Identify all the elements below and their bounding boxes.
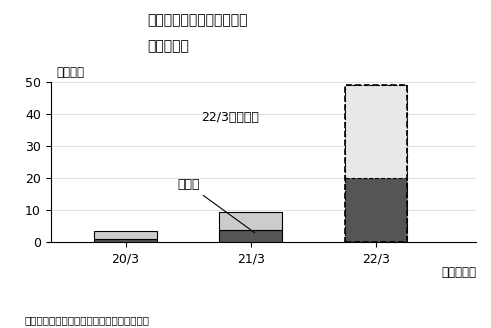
Bar [94, 231, 157, 239]
Text: 粗利益推移: 粗利益推移 [147, 39, 189, 53]
Text: （年／月）: （年／月） [441, 266, 476, 279]
Bar [94, 239, 157, 242]
Bar [345, 86, 407, 178]
Text: （注）ディスクロージャー誌などを基に作成: （注）ディスクロージャー誌などを基に作成 [25, 315, 150, 325]
Text: （億円）: （億円） [57, 66, 85, 79]
Text: 粗利益: 粗利益 [177, 178, 255, 233]
Bar [219, 230, 282, 242]
Text: 22/3は見通し: 22/3は見通し [201, 111, 259, 124]
Bar [345, 86, 407, 242]
Text: 地域共創モデルの売上高と: 地域共創モデルの売上高と [147, 13, 248, 27]
Bar [219, 212, 282, 230]
Bar [345, 178, 407, 242]
